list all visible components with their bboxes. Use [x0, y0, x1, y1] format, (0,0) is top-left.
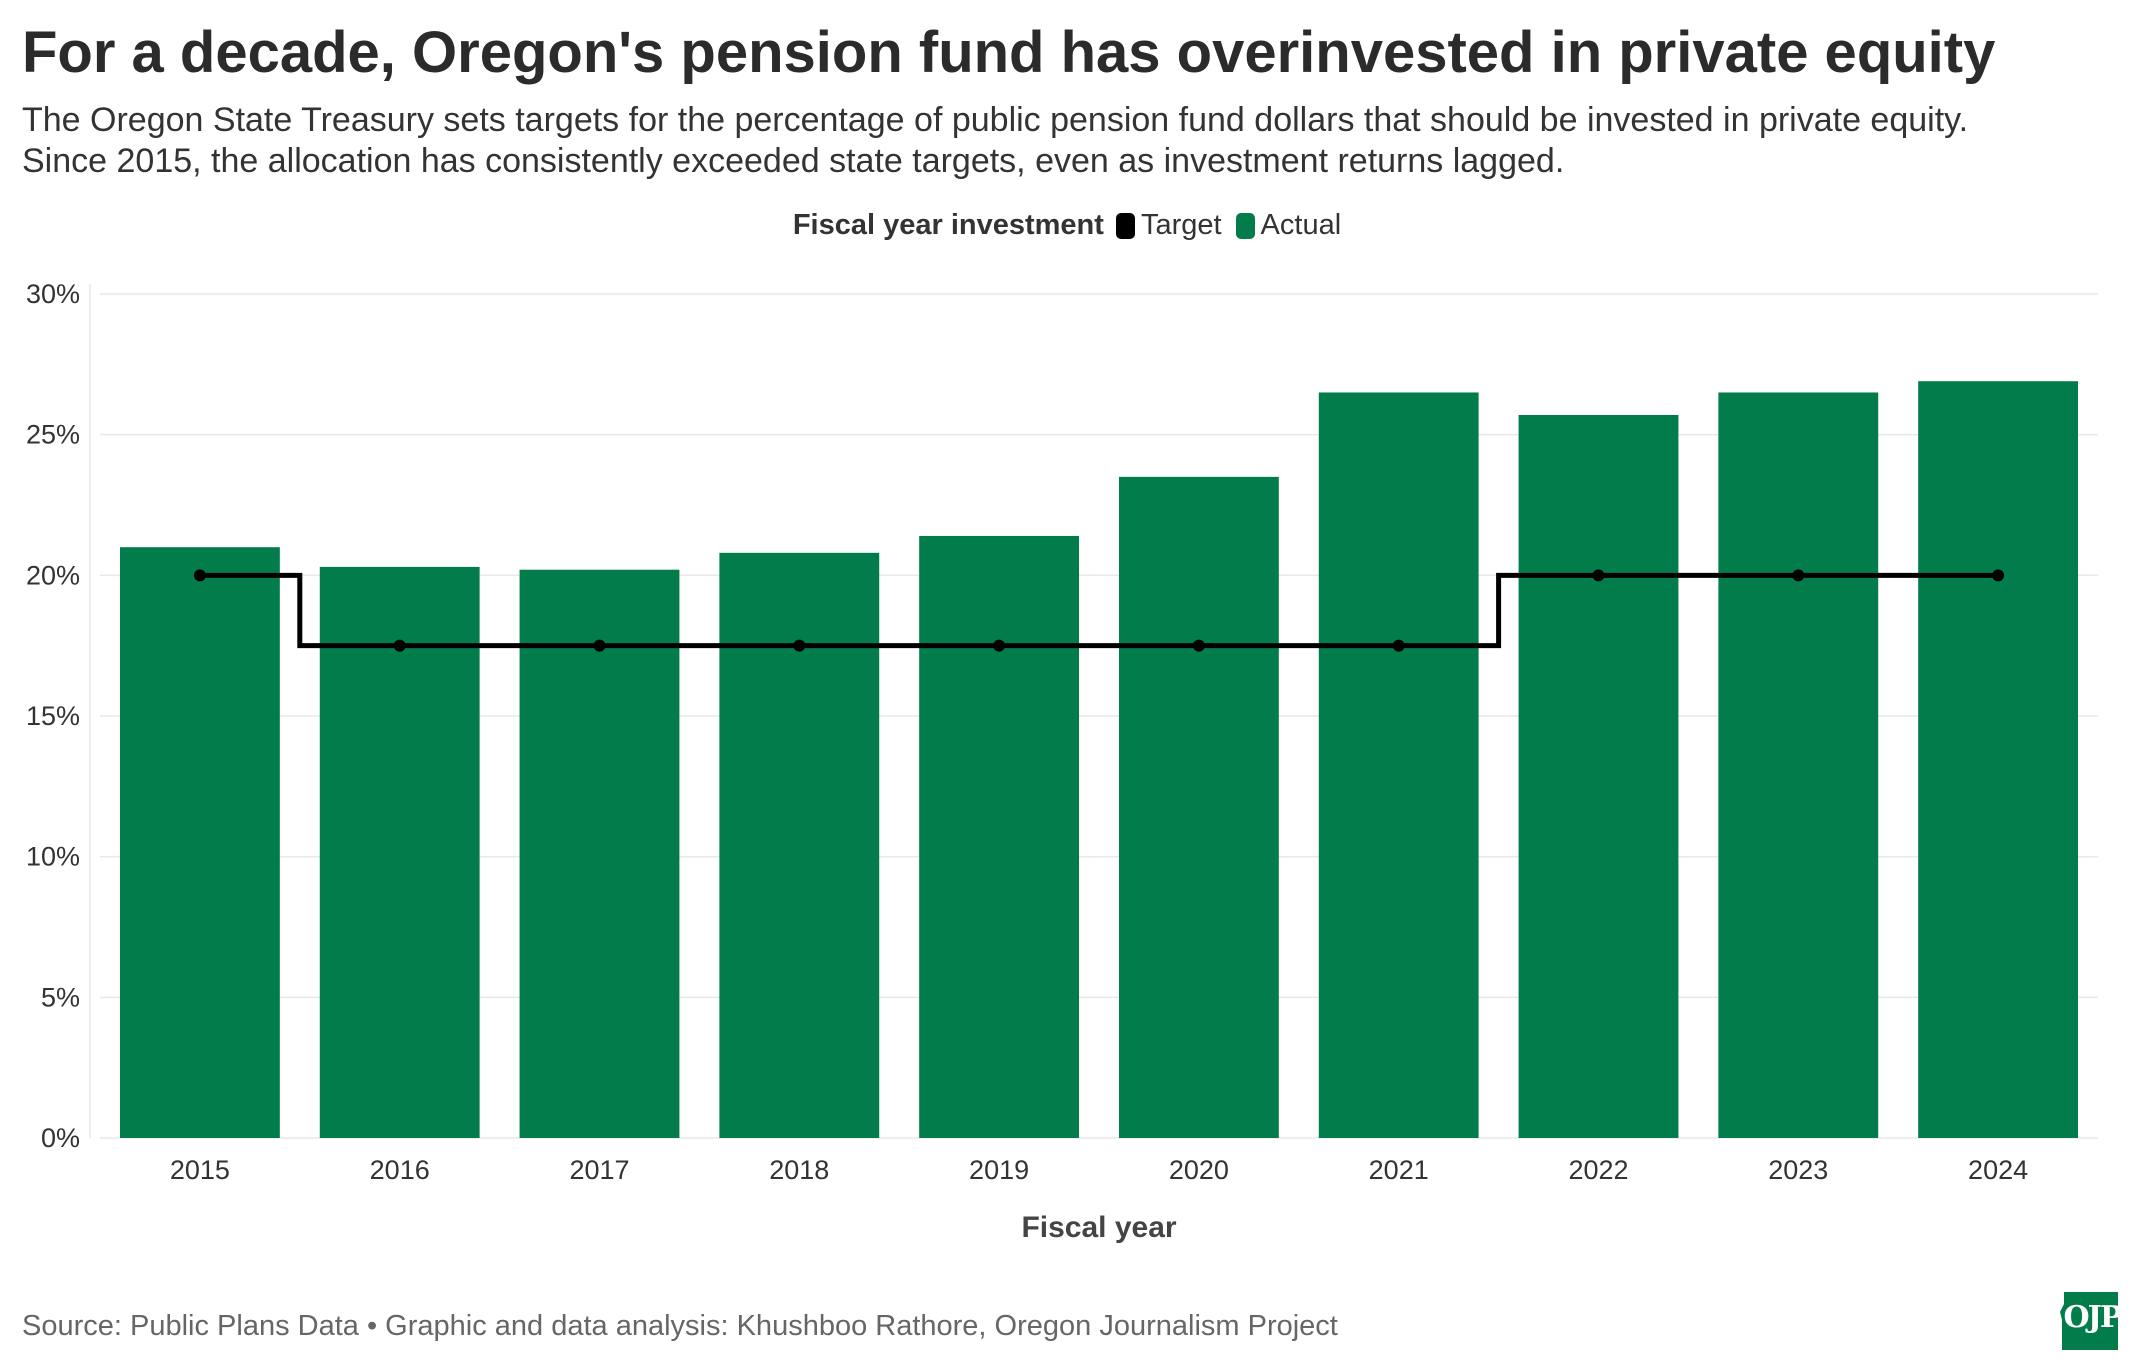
target-point: [993, 639, 1006, 652]
x-tick-label: 2016: [370, 1155, 430, 1185]
subtitle-line-2: Since 2015, the allocation has consisten…: [22, 141, 1565, 180]
oregon-state-logo-icon: [2060, 1292, 2118, 1350]
bar-actual: [1318, 392, 1479, 1138]
x-tick-label: 2020: [1169, 1155, 1229, 1185]
target-point: [1792, 569, 1805, 582]
x-tick-label: 2019: [969, 1155, 1029, 1185]
y-tick-label: 15%: [26, 701, 80, 731]
x-tick-label: 2018: [769, 1155, 829, 1185]
legend-label-target: Target: [1140, 209, 1222, 241]
source-note: Source: Public Plans Data • Graphic and …: [22, 1310, 1338, 1342]
target-point: [193, 569, 206, 582]
bar-actual: [1918, 381, 2079, 1138]
target-line: [199, 572, 1999, 649]
x-tick-label: 2024: [1968, 1155, 2028, 1185]
logo-text: OJP: [2063, 1300, 2123, 1335]
bar-actual: [919, 535, 1080, 1138]
y-tick-label: 25%: [26, 420, 80, 450]
legend-entry-actual: Actual: [1235, 209, 1342, 242]
x-tick-label: 2017: [569, 1155, 629, 1185]
y-tick-label: 0%: [41, 1123, 80, 1153]
bar-actual: [319, 566, 480, 1138]
subtitle-line-1: The Oregon State Treasury sets targets f…: [22, 101, 1969, 139]
x-tick-label: 2022: [1568, 1155, 1628, 1185]
target-point: [393, 639, 406, 652]
target-point: [593, 639, 606, 652]
bar-actual: [1718, 392, 1879, 1138]
chart-legend: Fiscal year investment Target Actual: [0, 209, 2148, 242]
bar-actual: [1518, 414, 1679, 1138]
x-tick-label: 2021: [1369, 1155, 1429, 1185]
bar-actual: [119, 547, 280, 1138]
bar-actual: [1118, 476, 1279, 1138]
target-point: [793, 639, 806, 652]
y-tick-label: 20%: [26, 560, 80, 590]
x-axis-title: Fiscal year: [1021, 1211, 1176, 1244]
legend-swatch-actual: [1235, 212, 1255, 239]
bar-actual: [519, 569, 680, 1138]
target-point: [1992, 569, 2005, 582]
target-point: [1392, 639, 1405, 652]
legend-swatch-target: [1115, 212, 1135, 239]
chart-subtitle: The Oregon State Treasury sets targets f…: [22, 100, 2132, 182]
target-point: [1192, 639, 1205, 652]
y-tick-label: 30%: [26, 279, 80, 309]
chart-title: For a decade, Oregon's pension fund has …: [22, 20, 1996, 85]
bar-chart: 0% 5% 10% 15% 20% 25% 30% 2015 2016 2017 2018 2019 2…: [26, 279, 2098, 1244]
y-tick-label: 5%: [41, 982, 80, 1012]
x-tick-label: 2015: [170, 1155, 230, 1185]
legend-label-actual: Actual: [1260, 209, 1342, 241]
legend-entry-target: Target: [1115, 209, 1222, 242]
x-tick-label: 2023: [1768, 1155, 1828, 1185]
logo-shape: [2060, 1292, 2118, 1350]
y-tick-label: 10%: [26, 842, 80, 872]
target-point: [1592, 569, 1605, 582]
legend-title: Fiscal year investment: [792, 209, 1104, 241]
